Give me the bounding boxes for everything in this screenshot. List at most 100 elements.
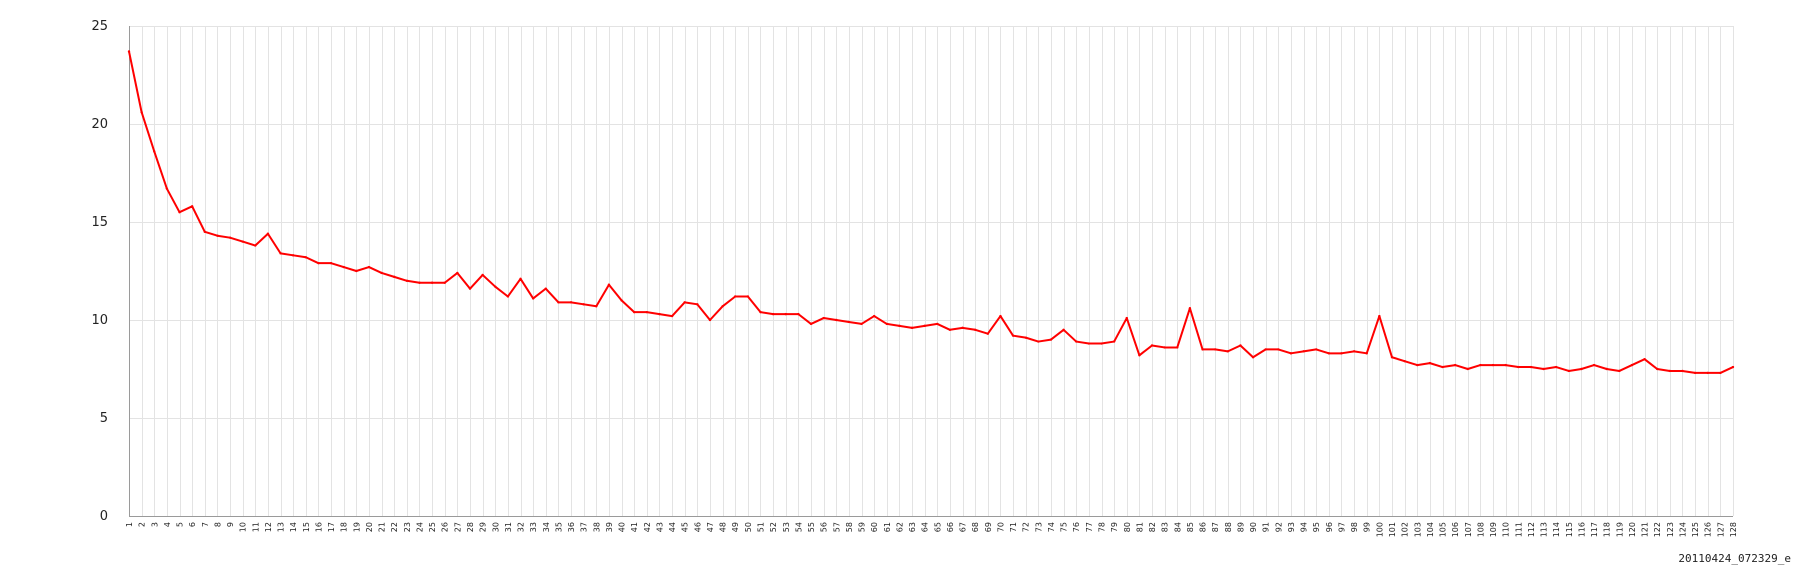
data-point [835, 318, 838, 322]
data-point [1668, 369, 1672, 373]
x-tick-label: 54 [794, 522, 803, 532]
x-tick-label: 86 [1199, 522, 1208, 532]
axes [129, 26, 1733, 517]
data-point [254, 244, 257, 247]
x-tick-label: 31 [504, 522, 513, 532]
data-point [355, 269, 358, 273]
x-tick-label: 81 [1135, 522, 1144, 532]
x-tick-label: 41 [630, 522, 639, 532]
data-point [279, 252, 282, 255]
y-tick-labels: 0 5 10 15 20 25 [91, 19, 108, 524]
x-tick-label: 51 [756, 522, 765, 532]
x-tick-label: 28 [466, 522, 475, 532]
x-tick-label: 96 [1325, 522, 1334, 532]
x-tick-label: 114 [1552, 522, 1561, 537]
y-tick-label: 25 [91, 19, 108, 34]
data-point [847, 320, 851, 324]
data-point [1289, 352, 1293, 355]
data-point [1693, 371, 1697, 375]
data-point [759, 310, 762, 314]
data-point [1315, 348, 1318, 351]
x-tick-label: 84 [1173, 522, 1182, 532]
x-tick-label: 111 [1514, 522, 1523, 537]
data-point [1479, 363, 1482, 367]
x-tick-label: 62 [895, 522, 904, 532]
x-tick-label: 128 [1729, 522, 1738, 537]
data-point [1441, 365, 1444, 369]
x-tick-label: 77 [1085, 522, 1094, 532]
x-tick-label: 72 [1022, 522, 1031, 532]
data-point [531, 297, 535, 300]
data-point [1037, 340, 1040, 343]
data-point [1428, 361, 1432, 365]
data-point [1542, 367, 1545, 371]
data-point [418, 281, 421, 284]
x-tick-label: 75 [1060, 522, 1069, 532]
data-point [468, 287, 472, 290]
data-point [1264, 348, 1267, 351]
x-tick-label: 57 [832, 522, 841, 532]
x-tick-label: 59 [858, 522, 867, 532]
data-point [1100, 342, 1103, 345]
data-point [1403, 359, 1406, 363]
data-point [367, 265, 371, 269]
x-tick-label: 98 [1350, 522, 1359, 532]
data-point [165, 187, 169, 190]
x-tick-label: 20 [365, 522, 374, 532]
data-point [1188, 307, 1192, 310]
x-tick-label: 37 [580, 522, 589, 532]
x-tick-label: 99 [1363, 522, 1372, 532]
x-tick-label: 56 [820, 522, 829, 532]
data-point [1075, 340, 1078, 343]
x-tick-label: 61 [883, 522, 892, 532]
x-tick-label: 126 [1704, 522, 1713, 537]
x-tick-label: 3 [150, 522, 159, 527]
data-point [923, 324, 926, 328]
data-point [607, 283, 611, 286]
x-tick-label: 49 [731, 522, 740, 532]
x-tick-label: 43 [655, 522, 664, 532]
x-tick-label: 14 [289, 522, 298, 532]
x-tick-label: 104 [1426, 522, 1435, 537]
data-point [771, 312, 775, 316]
data-point [936, 322, 939, 326]
x-tick-label: 71 [1009, 522, 1018, 532]
data-point [797, 312, 800, 316]
data-point [1491, 363, 1495, 367]
x-tick-label: 82 [1148, 522, 1157, 532]
data-point [1504, 363, 1507, 367]
data-point [1605, 367, 1608, 371]
x-tick-label: 73 [1034, 522, 1043, 532]
data-point [658, 312, 661, 316]
x-tick-label: 44 [668, 522, 677, 532]
data-point [456, 271, 459, 275]
data-point [1378, 314, 1381, 318]
x-tick-label: 120 [1628, 522, 1637, 537]
data-point [266, 232, 270, 235]
data-point [304, 256, 308, 259]
data-point [1517, 365, 1520, 369]
x-tick-label: 63 [908, 522, 917, 532]
x-tick-label: 53 [782, 522, 791, 532]
data-point [405, 279, 409, 282]
data-point [872, 314, 876, 318]
data-point [595, 305, 598, 308]
data-point [670, 314, 674, 318]
data-point [342, 265, 345, 269]
x-tick-label: 64 [921, 522, 930, 532]
data-point [1302, 350, 1305, 353]
x-tick-label: 15 [302, 522, 311, 532]
data-point [1529, 365, 1533, 369]
x-tick-label: 27 [453, 522, 462, 532]
data-point [228, 236, 232, 239]
data-point [1062, 328, 1065, 331]
data-point [734, 295, 737, 298]
x-tick-label: 12 [264, 522, 273, 532]
x-tick-label: 78 [1098, 522, 1107, 532]
y-tick-label: 5 [100, 411, 108, 426]
x-tick-label: 8 [213, 522, 222, 527]
x-tick-label: 92 [1274, 522, 1283, 532]
x-tick-label: 125 [1691, 522, 1700, 537]
data-point [494, 285, 497, 288]
data-point [1087, 342, 1091, 345]
